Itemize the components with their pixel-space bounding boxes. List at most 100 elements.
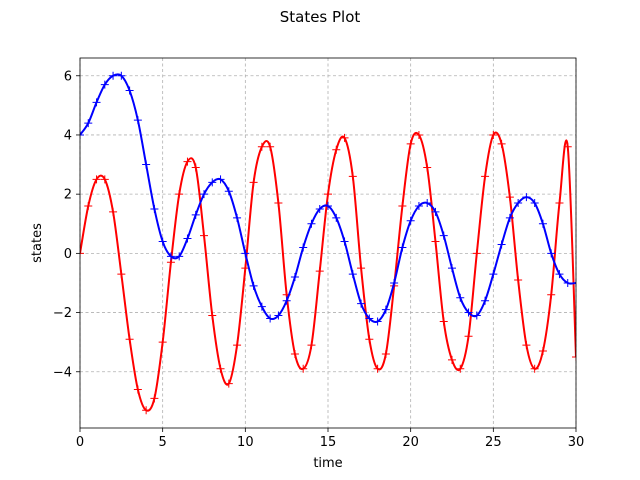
series-2-marker xyxy=(431,207,440,216)
x-tick-label: 15 xyxy=(320,435,337,450)
series-1-marker xyxy=(348,172,357,181)
series-1-marker xyxy=(365,335,374,344)
series-2-marker xyxy=(340,237,349,246)
series-1-marker xyxy=(431,237,440,246)
series-1-marker xyxy=(373,364,382,373)
series-2-marker xyxy=(84,119,93,128)
series-2-marker xyxy=(464,308,473,317)
series-2-marker xyxy=(324,202,332,210)
series-1-marker xyxy=(563,142,572,151)
series-2-marker xyxy=(109,71,118,80)
series-layer xyxy=(80,71,576,415)
series-2-marker xyxy=(200,190,208,199)
series-1-marker xyxy=(208,311,217,320)
series-2-marker xyxy=(348,270,357,279)
series-2-marker xyxy=(241,249,250,258)
series-1-marker xyxy=(92,175,101,184)
series-1-marker xyxy=(266,142,275,151)
x-tick-label: 30 xyxy=(568,435,585,450)
series-1-marker xyxy=(158,338,167,347)
series-1-marker xyxy=(423,163,432,172)
x-axis-ticks: 0 5 10 15 20 25 30 xyxy=(76,428,584,450)
series-1-marker xyxy=(216,364,225,373)
series-2-marker xyxy=(481,296,490,305)
series-1-marker xyxy=(472,249,481,258)
series-1-marker xyxy=(497,139,506,148)
series-1-marker xyxy=(274,199,283,208)
series-1-marker xyxy=(340,133,349,142)
series-2-marker xyxy=(538,219,547,228)
series-1-marker xyxy=(299,364,308,373)
y-tick-label: 0 xyxy=(64,247,72,262)
series-2-marker xyxy=(315,204,324,213)
series-2-marker xyxy=(489,270,498,279)
series-2-marker xyxy=(381,305,390,314)
series-2-marker xyxy=(249,281,258,290)
series-2-marker xyxy=(547,249,556,258)
series-1-marker xyxy=(84,202,93,210)
series-1-marker xyxy=(481,172,490,181)
series-2-marker xyxy=(505,213,514,222)
y-tick-label: 2 xyxy=(64,188,72,203)
series-2-marker xyxy=(257,302,266,311)
series-1-marker xyxy=(224,379,233,388)
series-2-marker xyxy=(572,278,576,287)
chart-title: States Plot xyxy=(280,8,361,26)
series-1-marker xyxy=(125,335,134,344)
series-1-marker xyxy=(572,352,576,361)
series-1-marker xyxy=(514,276,523,284)
x-tick-label: 20 xyxy=(402,435,419,450)
series-2-marker xyxy=(150,204,159,213)
series-2-marker xyxy=(530,199,539,208)
y-axis-label: states xyxy=(30,223,45,263)
series-2-marker xyxy=(92,98,101,107)
series-2-marker xyxy=(439,231,448,240)
series-1 xyxy=(80,130,576,415)
series-2-marker xyxy=(282,296,291,305)
x-tick-label: 0 xyxy=(76,435,84,450)
series-1-marker xyxy=(547,290,556,299)
series-1-marker xyxy=(530,364,539,373)
series-2-marker xyxy=(497,240,506,249)
series-1-marker xyxy=(398,202,407,210)
series-2-marker xyxy=(142,160,151,169)
series-2-marker xyxy=(274,311,283,320)
series-1-marker xyxy=(117,270,126,279)
series-2-marker xyxy=(514,199,523,208)
series-1-marker xyxy=(324,190,332,199)
y-tick-label: 4 xyxy=(64,128,72,143)
series-2-marker xyxy=(307,219,316,228)
series-1-marker xyxy=(191,163,200,172)
series-2-marker xyxy=(448,264,456,273)
series-2-marker xyxy=(555,270,564,279)
series-1-marker xyxy=(439,317,448,326)
y-tick-label: −4 xyxy=(53,365,72,380)
series-2 xyxy=(80,71,576,326)
series-2-marker xyxy=(332,213,341,222)
series-2-marker xyxy=(472,311,481,320)
series-2-marker xyxy=(398,243,407,252)
series-1-marker xyxy=(505,193,514,202)
series-1-marker xyxy=(456,364,465,373)
series-2-marker xyxy=(373,317,382,326)
series-2-marker xyxy=(390,278,399,287)
series-1-marker xyxy=(332,145,341,154)
series-1-marker xyxy=(307,341,316,350)
series-1-marker xyxy=(406,139,415,148)
series-1-marker xyxy=(290,350,299,358)
series-2-marker xyxy=(191,210,200,219)
series-1-marker xyxy=(142,406,151,415)
x-tick-label: 25 xyxy=(485,435,502,450)
series-1-marker xyxy=(183,157,192,166)
series-2-marker xyxy=(133,116,142,125)
series-2-marker xyxy=(216,175,225,184)
series-2-marker xyxy=(175,252,184,261)
series-1-marker xyxy=(249,178,258,187)
series-1-marker xyxy=(133,385,142,394)
series-2-marker xyxy=(365,314,374,323)
series-2-marker xyxy=(166,252,175,261)
series-1-marker xyxy=(414,130,423,139)
y-tick-label: −2 xyxy=(53,306,72,321)
series-2-marker xyxy=(100,80,109,89)
